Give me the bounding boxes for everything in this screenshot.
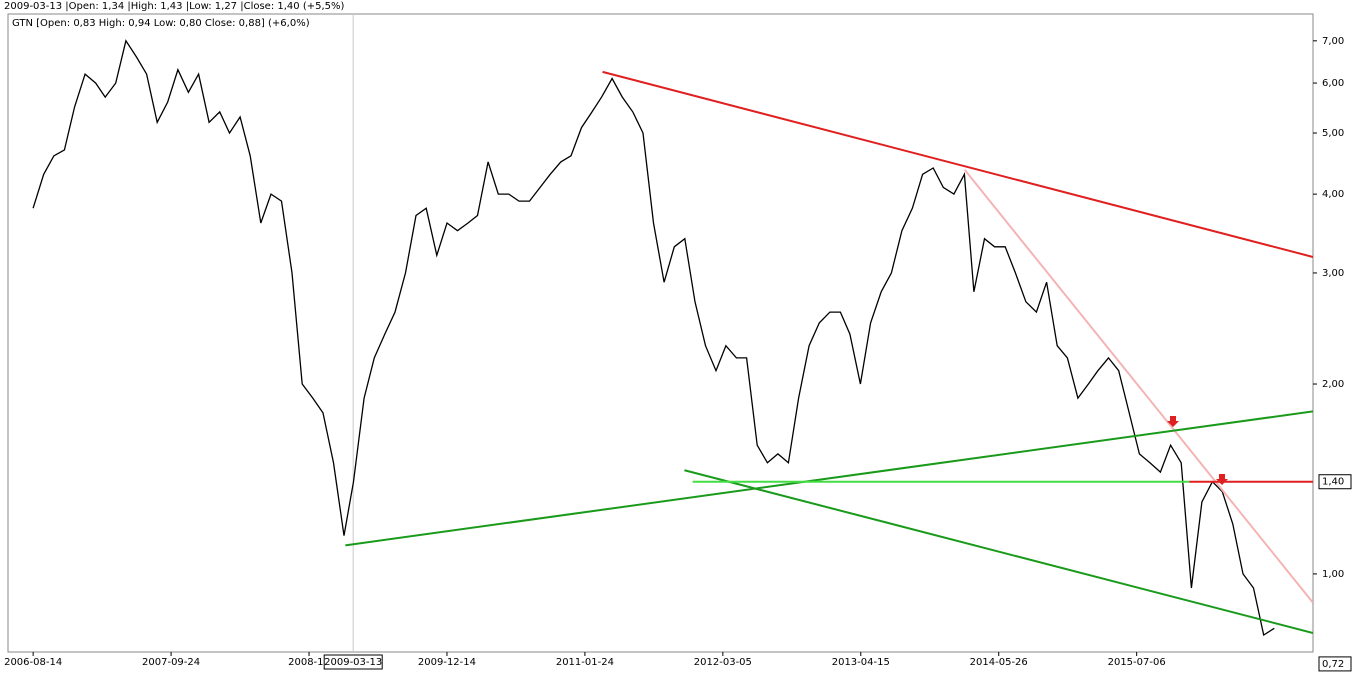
y-tick-label: 5,00 [1322,128,1344,139]
arrows [1167,416,1228,485]
trendline [345,410,1313,547]
x-tick-label: 2008-11 [288,657,330,668]
y-tick-label: 2,00 [1322,379,1344,390]
plot-border [7,13,1314,653]
legend: GTN [Open: 0,83 High: 0,94 Low: 0,80 Clo… [12,18,310,29]
x-tick-label: 2009-12-14 [418,657,476,668]
cursor-value-box [1318,656,1352,672]
x-tick-label: 2014-05-26 [970,657,1028,668]
y-tick-label: 1,00 [1322,569,1344,580]
y-tick-label: 3,00 [1322,268,1344,279]
y-tick-label: 4,00 [1322,189,1344,200]
price-marker-label: 1,40 [1322,477,1344,488]
x-tick-label: 2006-08-14 [4,657,62,668]
trendline [602,70,1313,258]
x-tick-label: 2007-09-24 [142,657,200,668]
arrow [1167,416,1179,427]
price-line [32,39,1275,637]
x-tick-label: 2015-07-06 [1108,657,1166,668]
trendline [684,469,1313,634]
y-tick-label: 6,00 [1322,78,1344,89]
cursor-date-box [323,654,383,670]
header: 2009-03-13 |Open: 1,34 |High: 1,43 |Low:… [4,1,345,12]
arrow [1216,474,1228,485]
trendline [963,169,1313,604]
plot [32,39,1313,637]
x-tick-label: 2011-01-24 [556,657,614,668]
cursor-date: 2009-03-13 [324,657,382,668]
x-tick-label: 2012-03-05 [694,657,752,668]
y-tick-label: 7,00 [1322,36,1344,47]
cursor-value: 0,72 [1322,659,1344,670]
price-marker-box [1318,474,1352,490]
x-tick-label: 2013-04-15 [832,657,890,668]
